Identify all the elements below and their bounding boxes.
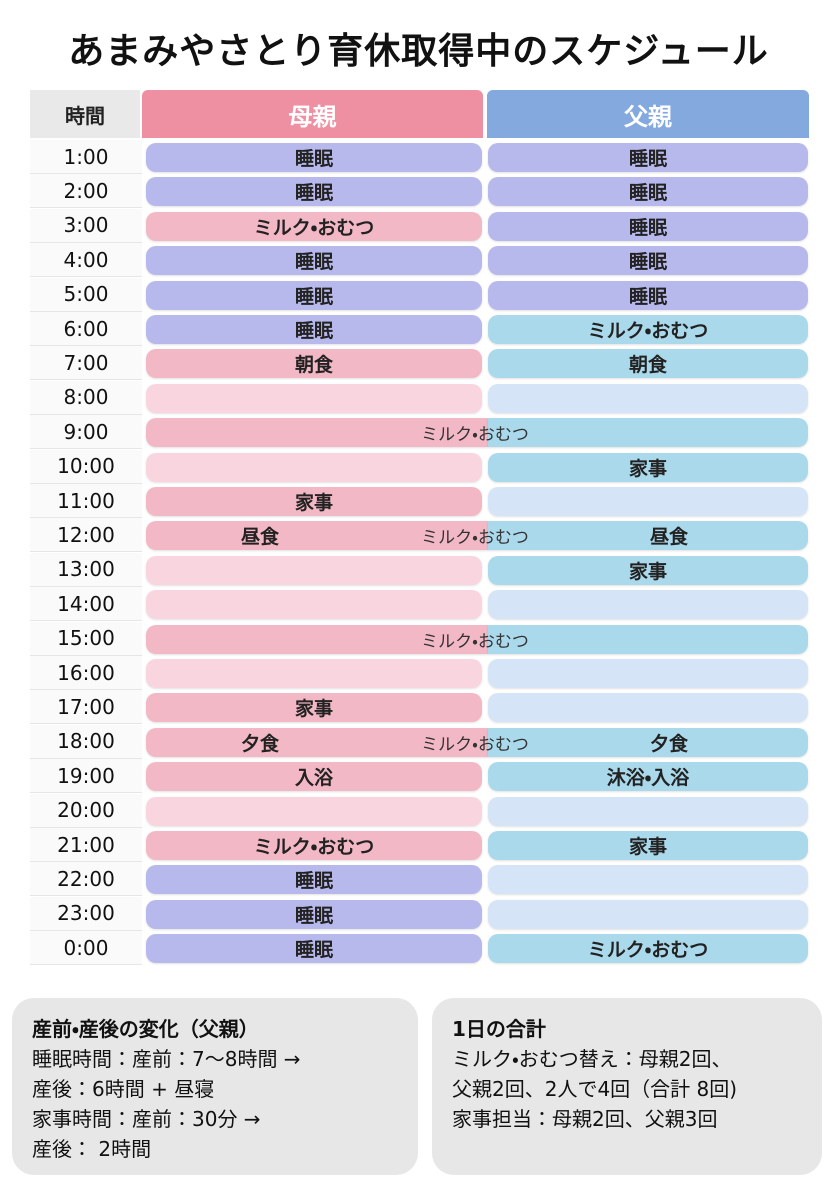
note-line: 家事時間：産前：30分 → [32, 1107, 261, 1131]
father-cell: ミルク・おむつ [488, 934, 808, 964]
time-label: 6:00 [30, 312, 142, 346]
father-cell: 昼食 [488, 521, 808, 551]
time-label: 10:00 [30, 449, 142, 484]
note-box: 1日の合計ミルク・おむつ替え：母親2回、 父親2回、2人で4回（合計 8回) 家事担… [432, 998, 822, 1175]
time-label: 12:00 [30, 518, 142, 553]
note-line: 家事担当：母親2回、父親3回 [452, 1107, 718, 1131]
father-cell: 沐浴・入浴 [488, 762, 808, 792]
shared-cell: ミルク・おむつ [421, 631, 529, 652]
mother-cell [146, 659, 482, 688]
father-cell: 睡眠 [488, 246, 808, 276]
page-title: あまみやさとり育休取得中のスケジュール [68, 31, 769, 72]
father-cell [488, 899, 808, 929]
time-label: 18:00 [30, 724, 142, 759]
father-cell [488, 590, 808, 620]
note-title: 産前・産後の変化（父親） [32, 1017, 259, 1041]
time-label: 3:00 [30, 208, 142, 243]
time-label: 11:00 [30, 484, 142, 518]
time-label: 4:00 [30, 243, 142, 278]
note-title: 1日の合計 [452, 1017, 546, 1041]
mother-cell: 睡眠 [146, 934, 482, 964]
mother-cell [146, 452, 482, 482]
mother-cell [146, 590, 482, 620]
father-cell: 朝食 [488, 349, 808, 379]
father-cell: ミルク・おむつ [488, 315, 808, 344]
time-label: 0:00 [30, 931, 142, 966]
mother-cell [146, 624, 488, 654]
father-cell: 睡眠 [488, 143, 808, 172]
father-cell: 夕食 [488, 727, 808, 757]
father-cell [488, 383, 808, 413]
father-cell: 家事 [488, 831, 808, 860]
father-cell [488, 659, 808, 688]
mother-cell [146, 418, 488, 448]
time-label: 23:00 [30, 896, 142, 931]
time-label: 7:00 [30, 346, 142, 381]
mother-cell: 昼食 [146, 521, 488, 551]
time-label: 20:00 [30, 793, 142, 828]
mother-cell [146, 555, 482, 585]
father-cell: 睡眠 [488, 177, 808, 207]
time-label: 14:00 [30, 587, 142, 622]
time-label: 15:00 [30, 621, 142, 656]
mother-cell: 睡眠 [146, 177, 482, 207]
mother-cell: 家事 [146, 693, 482, 723]
time-header: 時間 [30, 90, 140, 138]
time-label: 17:00 [30, 690, 142, 725]
mother-cell: 睡眠 [146, 899, 482, 929]
father-cell: 家事 [488, 452, 808, 482]
time-label: 16:00 [30, 656, 142, 690]
time-label: 2:00 [30, 174, 142, 209]
father-cell [488, 418, 808, 448]
time-label: 19:00 [30, 759, 142, 794]
mother-cell [146, 796, 482, 826]
mother-cell: ミルク・おむつ [146, 831, 482, 860]
mother-cell: 入浴 [146, 762, 482, 792]
mother-cell: 睡眠 [146, 280, 482, 310]
note-line: 産後： 2時間 [32, 1137, 152, 1161]
father-cell [488, 865, 808, 895]
time-label: 9:00 [30, 415, 142, 450]
father-header: 父親 [487, 90, 809, 138]
mother-cell: 睡眠 [146, 143, 482, 172]
mother-cell: ミルク・おむつ [146, 211, 482, 241]
mother-cell: 睡眠 [146, 246, 482, 276]
mother-cell: 家事 [146, 487, 482, 516]
father-cell: 家事 [488, 555, 808, 585]
father-cell [488, 487, 808, 516]
shared-cell: ミルク・おむつ [421, 528, 529, 549]
father-cell [488, 796, 808, 826]
shared-cell: ミルク・おむつ [421, 734, 529, 755]
note-line: ミルク・おむつ替え：母親2回、 [452, 1047, 732, 1071]
mother-cell: 朝食 [146, 349, 482, 379]
father-cell: 睡眠 [488, 280, 808, 310]
time-label: 21:00 [30, 828, 142, 862]
father-cell: 睡眠 [488, 211, 808, 241]
time-label: 13:00 [30, 552, 142, 587]
time-label: 5:00 [30, 277, 142, 312]
mother-cell [146, 383, 482, 413]
mother-header: 母親 [142, 90, 483, 138]
mother-cell: 睡眠 [146, 865, 482, 895]
time-label: 22:00 [30, 862, 142, 897]
note-box: 産前・産後の変化（父親） 睡眠時間：産前：7〜8時間 → 産後：6時間 + 昼寝家事… [12, 998, 418, 1175]
note-line: 父親2回、2人で4回（合計 8回) [452, 1077, 738, 1101]
mother-cell: 夕食 [146, 727, 488, 757]
father-cell [488, 624, 808, 654]
note-line: 睡眠時間：産前：7〜8時間 → [32, 1047, 301, 1071]
shared-cell: ミルク・おむつ [421, 425, 529, 446]
note-line: 産後：6時間 + 昼寝 [32, 1077, 215, 1101]
time-label: 8:00 [30, 380, 142, 415]
time-label: 1:00 [30, 140, 142, 174]
mother-cell: 睡眠 [146, 315, 482, 344]
father-cell [488, 693, 808, 723]
